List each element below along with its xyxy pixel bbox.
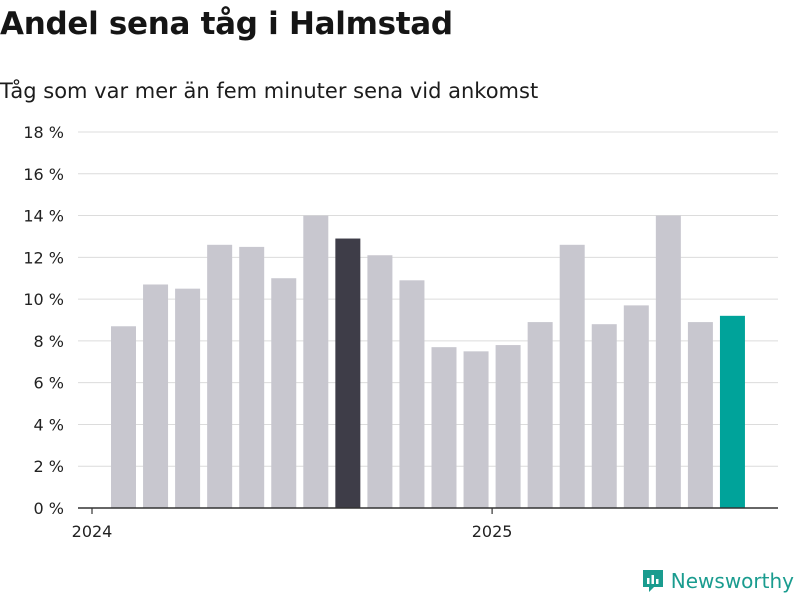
y-tick-label: 2 % (34, 457, 64, 476)
y-tick-label: 16 % (23, 165, 64, 184)
bar (655, 215, 681, 509)
bar (111, 326, 136, 508)
newsworthy-logo-icon (642, 570, 663, 592)
brand-name: Newsworthy (670, 569, 794, 593)
chart-title: Andel sena tåg i Halmstad (0, 6, 453, 42)
chart-subtitle: Tåg som var mer än fem minuter sena vid … (0, 79, 539, 103)
y-tick-label: 6 % (34, 374, 64, 393)
bar (431, 347, 457, 508)
y-tick-label: 18 % (23, 123, 64, 142)
bar (367, 255, 393, 508)
y-tick-label: 0 % (34, 499, 64, 518)
y-tick-label: 12 % (23, 248, 64, 267)
y-tick-label: 8 % (34, 332, 64, 351)
bar (303, 215, 329, 509)
x-tick-label: 2024 (72, 522, 113, 541)
bar (399, 280, 425, 508)
bar (207, 244, 233, 509)
bar (527, 322, 553, 508)
bar (271, 278, 297, 508)
bar (239, 246, 265, 508)
bar (719, 315, 745, 508)
y-tick-label: 4 % (34, 415, 64, 434)
brand-logo: Newsworthy (641, 568, 794, 594)
bar (591, 324, 617, 508)
bar (335, 238, 361, 509)
bar (623, 305, 649, 508)
y-tick-label: 10 % (23, 290, 64, 309)
bar (175, 288, 201, 508)
bar (559, 244, 585, 509)
y-tick-label: 14 % (23, 207, 64, 226)
bar (143, 284, 169, 508)
bar (495, 345, 521, 508)
bar (463, 351, 489, 508)
bar (687, 322, 713, 508)
x-tick-label: 2025 (472, 522, 513, 541)
